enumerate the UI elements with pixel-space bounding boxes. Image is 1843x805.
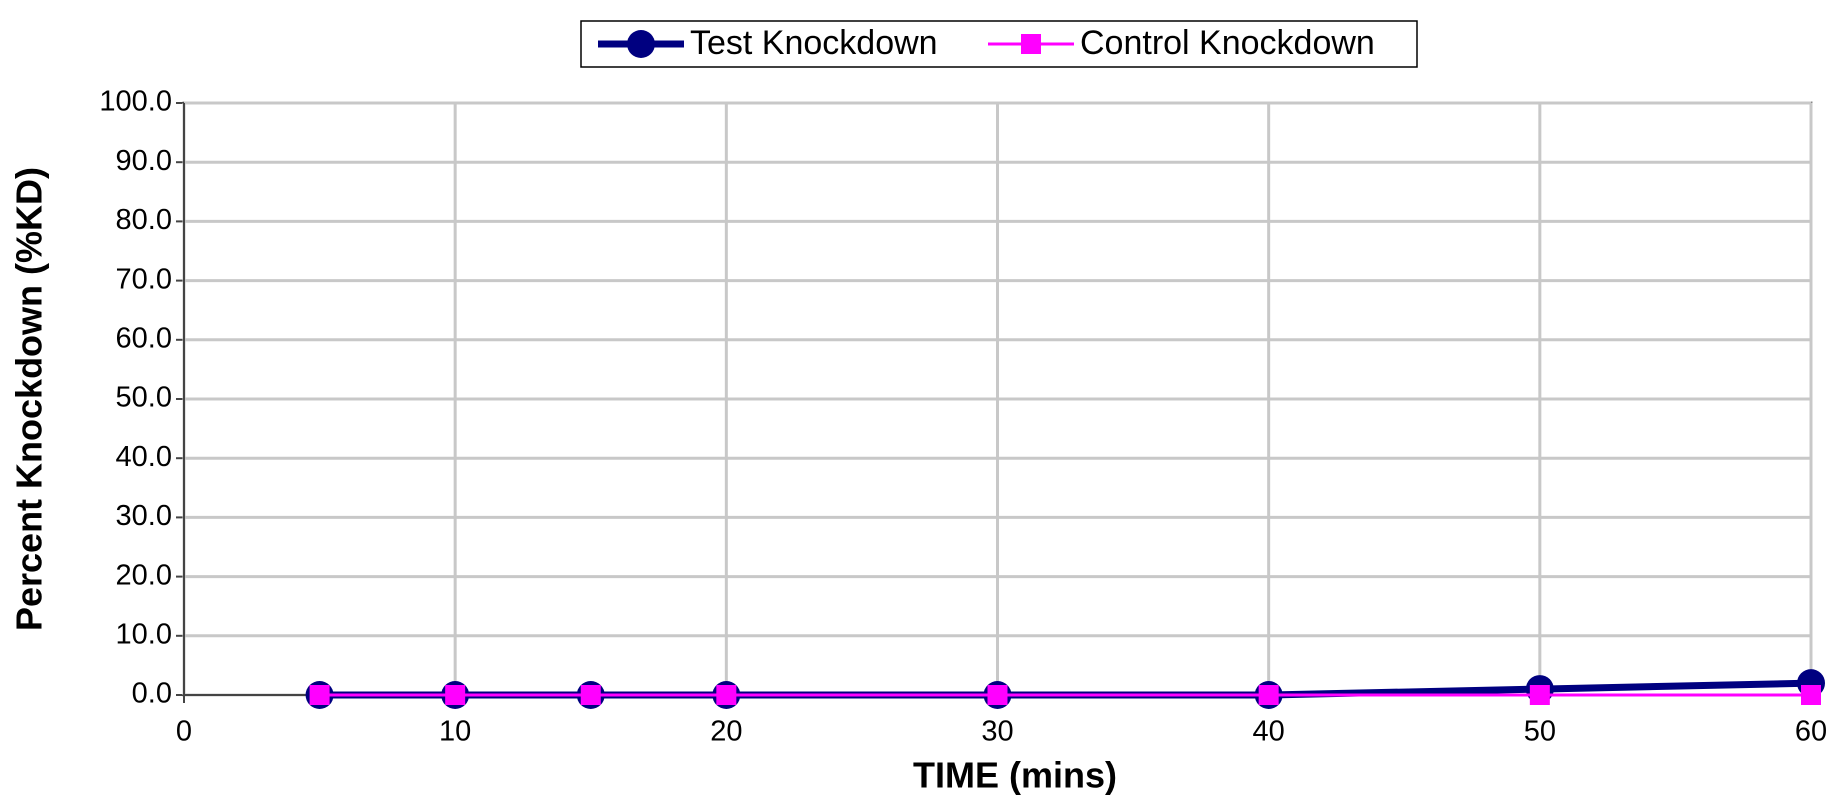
y-tick-label: 10.0 xyxy=(116,618,172,650)
x-tick-label: 30 xyxy=(981,716,1013,748)
marker xyxy=(987,685,1008,705)
x-axis-title: TIME (mins) xyxy=(913,755,1117,796)
marker xyxy=(1529,685,1550,705)
x-tick-label: 60 xyxy=(1795,716,1827,748)
marker xyxy=(580,685,601,705)
series-line xyxy=(319,679,1812,699)
x-tick-label: 10 xyxy=(439,716,471,748)
marker xyxy=(1258,685,1279,705)
y-tick-label: 50.0 xyxy=(116,382,172,414)
y-tick-label: 30.0 xyxy=(116,500,172,532)
x-tick-label: 0 xyxy=(176,716,192,748)
x-tick-label: 40 xyxy=(1253,716,1285,748)
legend-label: Test Knockdown xyxy=(690,24,938,62)
y-tick-label: 80.0 xyxy=(116,204,172,236)
y-tick-label: 40.0 xyxy=(116,441,172,473)
marker xyxy=(1801,685,1821,705)
y-tick-label: 0.0 xyxy=(132,678,172,710)
marker xyxy=(309,685,330,705)
y-axis-title: Percent Knockdown (%KD) xyxy=(9,167,50,631)
x-tick-label: 20 xyxy=(710,716,742,748)
marker xyxy=(716,685,737,705)
marker xyxy=(445,685,466,705)
x-tick-label: 50 xyxy=(1524,716,1556,748)
y-tick-label: 20.0 xyxy=(116,559,172,591)
y-tick-label: 90.0 xyxy=(116,145,172,177)
y-tick-label: 70.0 xyxy=(116,263,172,295)
legend-label: Control Knockdown xyxy=(1080,24,1375,62)
marker xyxy=(627,30,655,58)
marker xyxy=(1021,34,1041,54)
legend-box xyxy=(580,20,1418,68)
y-tick-label: 60.0 xyxy=(116,322,172,354)
y-tick-label: 100.0 xyxy=(99,86,172,118)
